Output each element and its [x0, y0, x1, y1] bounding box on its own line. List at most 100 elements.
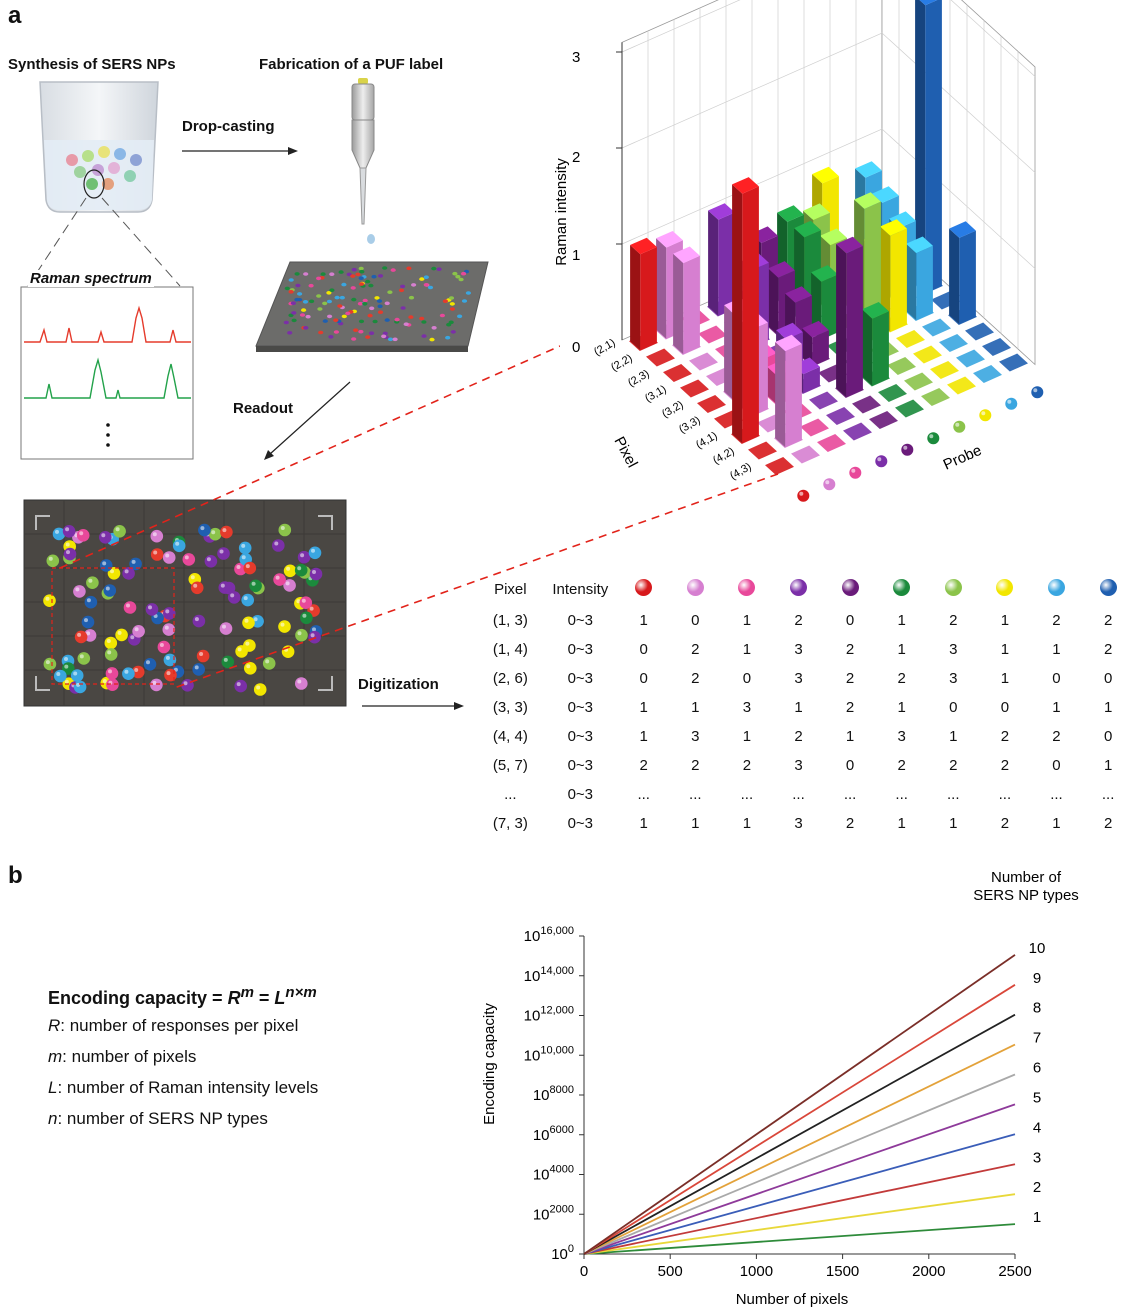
probe-ball-6 [893, 578, 911, 596]
nanoparticle [43, 594, 56, 607]
puf-dot [377, 304, 383, 309]
puf-dot [290, 301, 296, 306]
nanoparticle-highlight [64, 664, 69, 669]
puf-dot [359, 269, 365, 274]
value-cell: 2 [1000, 728, 1010, 745]
value-cell: 1 [742, 728, 752, 745]
nanoparticle [63, 547, 77, 561]
puf-dot [362, 298, 368, 303]
raman-spectrum-box [20, 286, 194, 460]
puf-dot [329, 272, 335, 277]
nanoparticle-highlight [134, 627, 139, 632]
z-tick-0: 0 [572, 339, 580, 356]
series-label-5: 5 [1033, 1089, 1041, 1106]
puf-dot [365, 279, 371, 284]
value-cell: 2 [1000, 815, 1010, 832]
value-cell: 3 [742, 699, 752, 716]
raman-3d-bar-chart: Raman intensity 3 2 1 0 Pixel Probe (2,1… [553, 0, 1044, 502]
value-cell: 1 [794, 699, 803, 716]
bar-3d [836, 236, 863, 398]
floor-tile [930, 361, 959, 379]
floor-tile [947, 376, 976, 395]
nanoparticle-highlight [236, 565, 241, 569]
panel-letter-a: a [8, 2, 22, 29]
y-tick-label: 108000 [533, 1084, 574, 1104]
value-cell: 2 [1052, 728, 1061, 745]
floor-tile [939, 334, 968, 352]
beaker-icon [39, 81, 159, 213]
z-tick-2: 2 [572, 149, 580, 166]
digitization-arrow [362, 702, 464, 710]
puf-dot [333, 318, 339, 323]
nanoparticle [54, 669, 67, 683]
bar-3d [630, 237, 657, 351]
nanoparticle-highlight [134, 668, 139, 672]
puf-dot [381, 334, 387, 339]
puf-label-icon [255, 261, 489, 352]
series-line-10 [583, 954, 1016, 1255]
nanoparticle-highlight [115, 527, 120, 532]
probe-ball [979, 409, 992, 422]
intensity-cell: 0~3 [567, 757, 594, 774]
legend-title-line1: Number of [991, 869, 1062, 886]
value-cell: 2 [1000, 757, 1010, 774]
puf-dot [455, 274, 461, 279]
nanoparticle-highlight [251, 581, 256, 586]
pixel-axis-label: Pixel [610, 434, 640, 471]
nanoparticle-highlight [107, 650, 112, 655]
pixel-tick-label: (4,3) [728, 461, 754, 483]
nanoparticle-highlight [55, 529, 59, 534]
puf-dot [461, 271, 467, 276]
pixel-cell: (5, 7) [492, 757, 528, 774]
puf-dot [461, 299, 468, 303]
value-cell: 2 [845, 641, 855, 658]
floor-tile [765, 457, 794, 475]
pixel-tick-label: (2,2) [609, 352, 635, 374]
probe-ball-2 [686, 578, 704, 596]
nanoparticle [70, 669, 84, 682]
puf-dot [326, 291, 332, 295]
table-row: (7, 3) 0~3 1 1 1 3 2 1 1 2 1 2 [478, 809, 1134, 838]
series-line-7 [583, 1043, 1016, 1255]
puf-dot [295, 283, 301, 288]
series-label-3: 3 [1033, 1149, 1041, 1166]
nanoparticle [132, 625, 145, 638]
x-axis-label: Number of pixels [736, 1291, 849, 1308]
nanoparticle-highlight [199, 652, 204, 656]
nanoparticle-highlight [75, 587, 80, 592]
puf-dot [358, 266, 364, 271]
nanoparticle-highlight [246, 664, 251, 669]
drop-casting-arrow [182, 147, 298, 155]
puf-dot [341, 314, 347, 319]
value-cell: 0 [691, 612, 700, 629]
floor-tile [680, 379, 709, 398]
nanoparticle [157, 640, 171, 654]
nanoparticle-highlight [280, 622, 285, 627]
value-cell: 1 [949, 815, 958, 832]
value-cell: 2 [691, 757, 700, 774]
floor-tile [843, 422, 872, 441]
value-cell: 2 [897, 670, 906, 687]
nanoparticle [122, 567, 135, 580]
table-row: (5, 7) 0~3 2 2 2 3 0 2 2 2 0 1 [478, 751, 1134, 780]
nanoparticle-highlight [124, 669, 129, 674]
puf-dot [358, 282, 365, 286]
nanoparticle-highlight [159, 643, 164, 647]
value-cell: 3 [794, 670, 803, 687]
puf-image [23, 499, 347, 707]
nanoparticle-highlight [310, 633, 315, 638]
nanoparticle-highlight [241, 543, 246, 548]
workflow-illustration [20, 78, 560, 710]
floor-tile [973, 365, 1002, 383]
puf-dot [394, 317, 400, 322]
probe-ball [901, 443, 914, 456]
puf-dot [371, 274, 377, 279]
floor-tile [697, 395, 726, 413]
value-cell: 1 [639, 815, 648, 832]
puf-dot [448, 296, 455, 300]
puf-dot [288, 313, 294, 318]
value-cell: 2 [794, 728, 803, 745]
value-cell: 1 [1052, 699, 1061, 716]
x-tick-label: 0 [580, 1263, 588, 1280]
puf-dot [302, 300, 309, 304]
